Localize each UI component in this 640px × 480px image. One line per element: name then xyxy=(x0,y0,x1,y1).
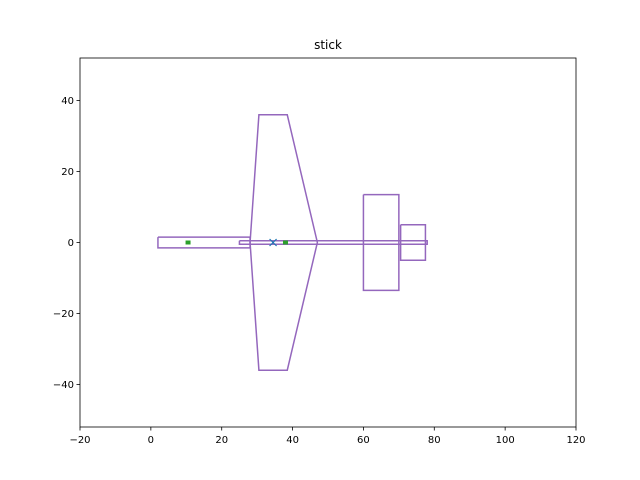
x-tick-label: 120 xyxy=(566,435,585,446)
y-tick-label: −40 xyxy=(53,380,74,391)
x-tick-label: 0 xyxy=(148,435,154,446)
y-tick-label: −20 xyxy=(53,309,74,320)
marker-square-1 xyxy=(185,240,191,245)
x-tick-label: 100 xyxy=(496,435,515,446)
x-tick-label: −20 xyxy=(69,435,90,446)
series-line-2 xyxy=(238,239,428,246)
marker-square-2 xyxy=(282,240,288,245)
x-tick-label: 40 xyxy=(286,435,299,446)
series-line-4 xyxy=(399,224,427,261)
x-tick-label: 60 xyxy=(357,435,370,446)
series-group xyxy=(157,114,428,371)
y-tick-label: 0 xyxy=(68,238,74,249)
series-line-1 xyxy=(249,114,319,371)
chart-title: stick xyxy=(314,38,342,52)
marker-cross-0 xyxy=(269,238,278,247)
axes: −20 0 20 40 60 80 100 120 −40 −20 0 20 40 xyxy=(53,57,586,446)
y-tick-label: 40 xyxy=(61,96,74,107)
series-line-3 xyxy=(362,193,400,292)
x-tick-label: 20 xyxy=(215,435,228,446)
y-tick-label: 20 xyxy=(61,167,74,178)
plot-area xyxy=(157,114,428,371)
x-tick-label: 80 xyxy=(428,435,441,446)
